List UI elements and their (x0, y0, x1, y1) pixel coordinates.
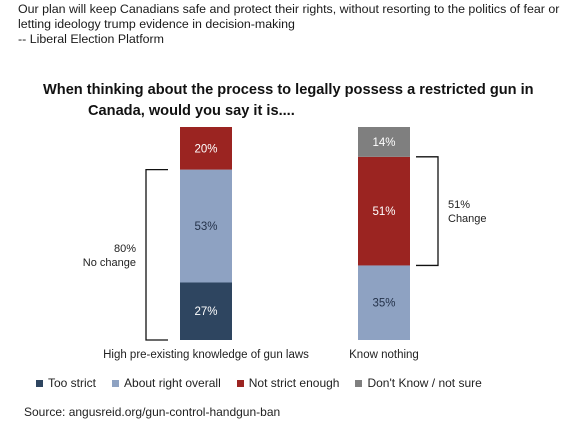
legend-swatch-4 (355, 379, 363, 387)
bar-segment-1-2 (180, 169, 232, 283)
quote-block: Our plan will keep Canadians safe and pr… (18, 2, 560, 47)
legend-swatch-1 (36, 379, 43, 387)
chart-legend: Too strict About right overall Not strict … (36, 376, 482, 390)
bar-segment-2-4 (358, 127, 410, 157)
legend-swatch-3 (236, 379, 244, 387)
source-note: Source: angusreid.org/gun-control-handgu… (24, 405, 281, 419)
legend-label-2: About right overall (124, 376, 221, 390)
bar-segment-2-2 (358, 265, 410, 340)
chart-title-line-1: When thinking about the process to legal… (43, 82, 534, 98)
legend-label-1: Too strict (48, 376, 97, 390)
chart-title-line-2: Canada, would you say it is.... (88, 103, 295, 119)
bracket-annotation-1: 80% No change (83, 168, 168, 341)
quote-line-2: letting ideology trump evidence in decis… (18, 17, 295, 31)
quote-attribution: -- Liberal Election Platform (18, 32, 164, 46)
data-label-2-4: 14% (372, 137, 395, 149)
legend-item-1: Too strict (36, 376, 96, 390)
legend-item-4: Don't Know / not sure (355, 376, 482, 390)
annotation-text-1: No change (83, 257, 136, 269)
quote-line-1: Our plan will keep Canadians safe and pr… (18, 2, 560, 16)
data-label-1-3: 20% (194, 143, 217, 155)
bar-segment-1-3 (180, 127, 232, 170)
bar-segment-1-1 (180, 282, 232, 340)
data-label-2-3: 51% (372, 206, 395, 218)
data-label-2-2: 35% (372, 298, 395, 310)
bar-segment-2-3 (358, 156, 410, 266)
bracket-annotation-2: 51% Change (416, 156, 487, 267)
legend-item-3: Not strict enough (236, 376, 340, 390)
annotation-text-2: Change (448, 213, 487, 225)
legend-item-2: About right overall (112, 376, 221, 390)
category-label-2: Know nothing (349, 349, 419, 361)
data-label-1-1: 27% (194, 306, 217, 318)
legend-swatch-2 (112, 379, 120, 387)
data-label-1-2: 53% (194, 221, 217, 233)
annotation-value-1: 80% (114, 243, 136, 255)
category-label-1: High pre-existing knowledge of gun laws (103, 349, 309, 361)
legend-label-4: Don't Know / not sure (367, 376, 482, 390)
annotation-value-2: 51% (448, 199, 470, 211)
legend-label-3: Not strict enough (248, 376, 340, 390)
